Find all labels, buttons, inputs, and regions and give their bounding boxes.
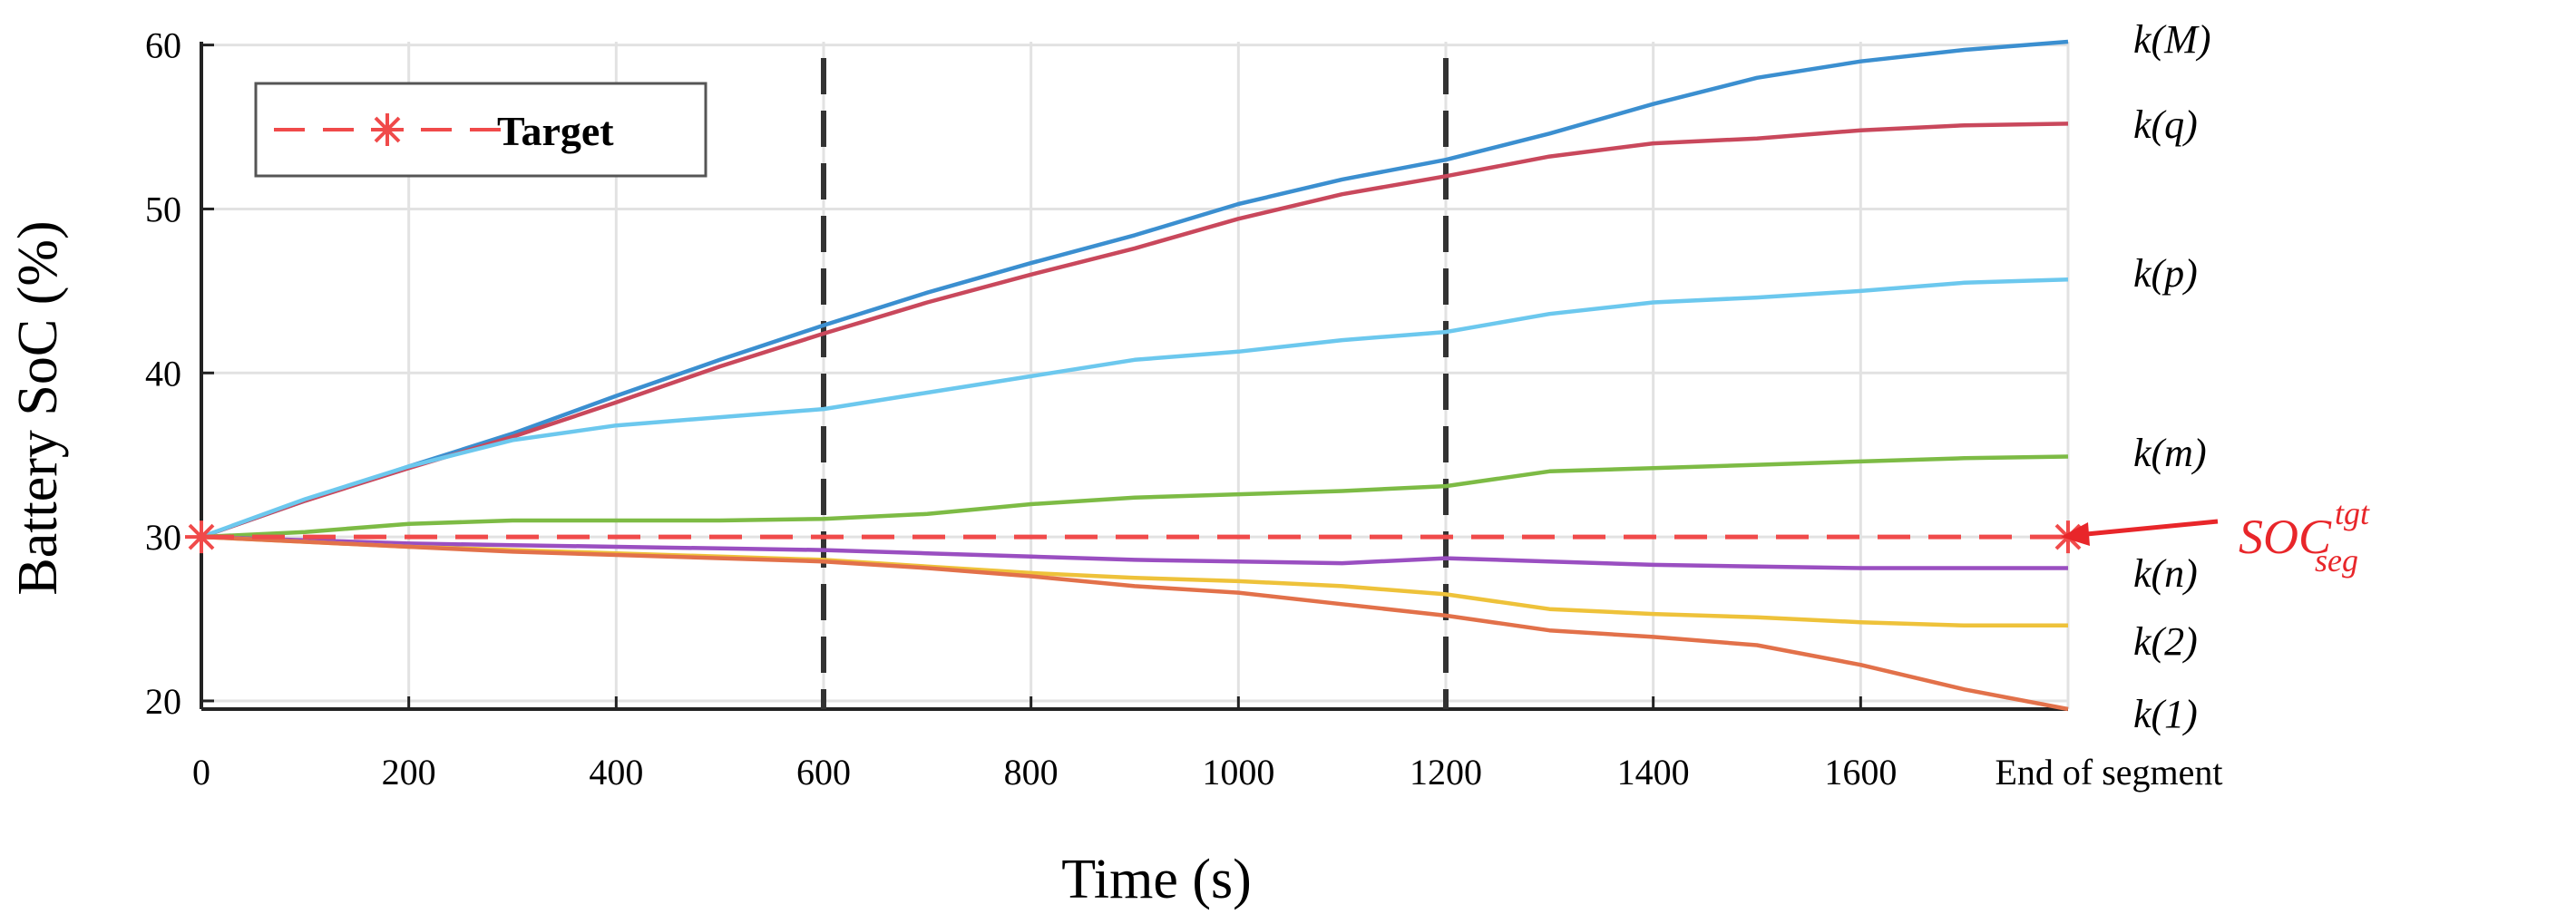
series-label: k(M) — [2133, 17, 2211, 62]
series-label: k(n) — [2133, 551, 2198, 596]
y-tick-label: 40 — [145, 353, 181, 394]
series-label: k(p) — [2133, 251, 2198, 296]
soc-superscript: tgt — [2335, 495, 2370, 531]
x-tick-label: 1400 — [1617, 752, 1690, 793]
x-tick-label: 400 — [589, 752, 643, 793]
soc-base: SOC — [2239, 510, 2332, 564]
soc-subscript: seg — [2315, 542, 2358, 579]
axes: 0 200 400 600 800 1000 1200 1400 1600 20 30 40 50 60 — [145, 25, 2068, 793]
legend-target-label: Target — [497, 108, 614, 154]
legend: Target — [254, 82, 707, 178]
y-tick-label: 20 — [145, 681, 181, 722]
x-tick-label: 200 — [382, 752, 436, 793]
series-line-k1 — [200, 534, 2069, 712]
series-line-kq — [200, 122, 2069, 540]
y-tick-label: 50 — [145, 189, 181, 229]
x-tick-label: 0 — [192, 752, 210, 793]
series-lines — [200, 39, 2069, 712]
x-tick-label: 800 — [1004, 752, 1059, 793]
x-tick-label: 1600 — [1824, 752, 1897, 793]
series-label: k(2) — [2133, 619, 2198, 664]
annotation-arrow-line — [2076, 519, 2219, 538]
x-tick-label: 1200 — [1410, 752, 1482, 793]
legend-target-marker — [371, 113, 404, 146]
series-label: k(q) — [2133, 102, 2198, 147]
annotation-arrow-head — [2061, 522, 2090, 546]
target-marker — [185, 520, 218, 554]
series-label: k(1) — [2133, 692, 2198, 736]
soc-annotation-text: SOC tgt seg — [2239, 495, 2370, 579]
series-line-kn — [200, 534, 2068, 570]
x-tick-label: 600 — [796, 752, 851, 793]
x-end-label: End of segment — [1995, 752, 2222, 793]
series-line-km — [200, 39, 2069, 540]
series-line-km — [200, 454, 2069, 540]
series-label: k(m) — [2133, 431, 2207, 475]
y-tick-label: 30 — [145, 517, 181, 558]
y-axis-title: Battery SoC (%) — [7, 220, 69, 595]
y-tick-label: 60 — [145, 25, 181, 66]
series-line-kp — [200, 277, 2069, 540]
soc-target-annotation: SOC tgt seg — [2061, 495, 2370, 579]
x-axis-title: Time (s) — [1061, 849, 1252, 910]
target-marker-stroke — [188, 523, 215, 550]
segment-boundaries — [821, 58, 1449, 709]
series-labels: k(M) k(q) k(p) k(m) k(n) k(2) k(1) — [2133, 17, 2211, 736]
x-tick-label: 1000 — [1202, 752, 1274, 793]
